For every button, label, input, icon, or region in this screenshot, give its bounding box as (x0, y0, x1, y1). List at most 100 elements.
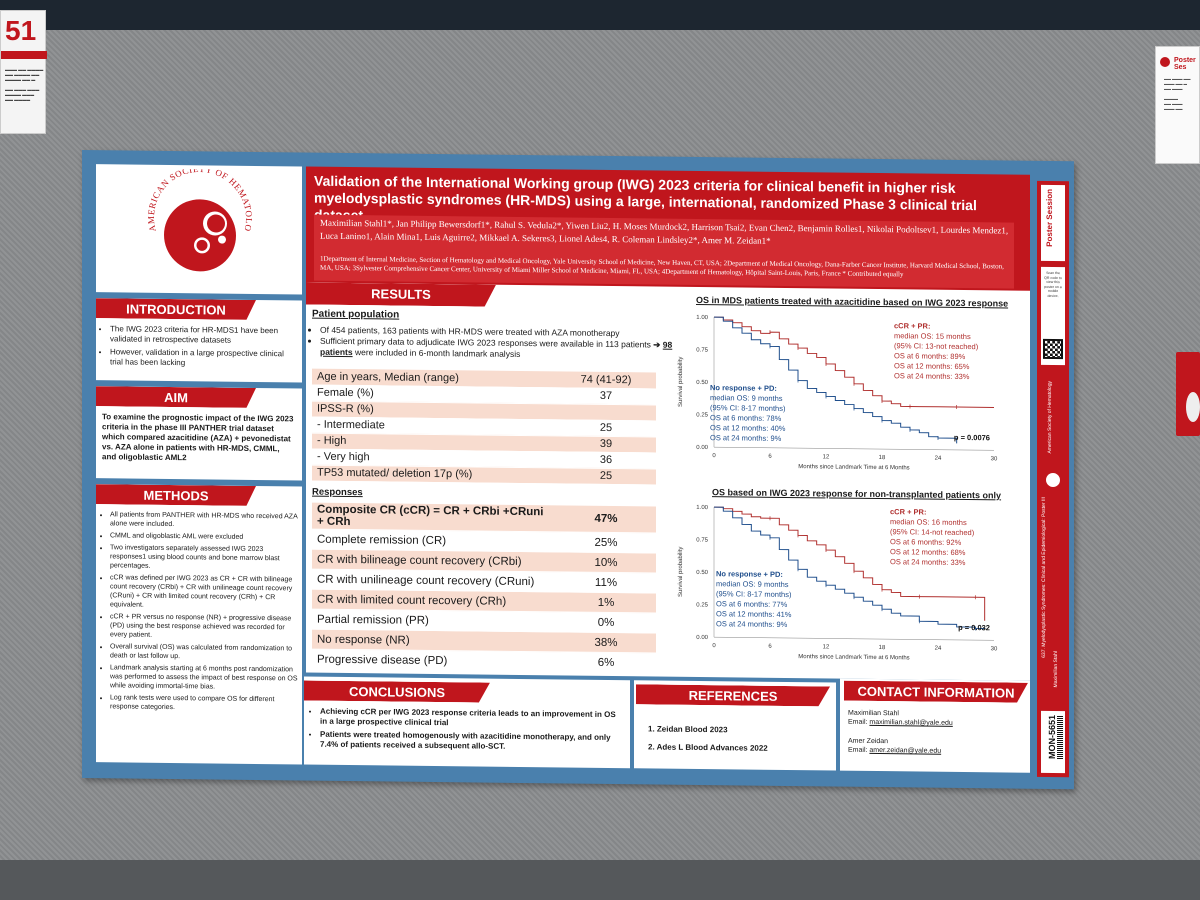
population-row: TP53 mutated/ deletion 17p (%) 25 (312, 464, 656, 485)
response-value: 0% (556, 611, 656, 634)
x-axis (714, 636, 994, 641)
qr-caption: Scan the QR code to view this poster on … (1044, 270, 1062, 298)
population-value: 74 (41-92) (556, 371, 656, 389)
x-tick-label: 6 (768, 454, 772, 460)
response-value: 38% (556, 631, 656, 654)
response-label: No response (NR) (312, 629, 556, 652)
population-bullet: Sufficient primary data to adjudicate IW… (320, 336, 680, 362)
x-tick-label: 30 (991, 456, 998, 462)
response-value: 11% (556, 571, 656, 594)
y-tick-label: 0.25 (696, 602, 708, 608)
responses-table: Composite CR (cCR) = CR + CRbi +CRuni + … (312, 502, 656, 674)
y-tick-label: 0.75 (696, 537, 708, 543)
contact-panel: CONTACT INFORMATION Maximilian Stahl Ema… (840, 678, 1030, 773)
km-chart-1: 0 6 12 18 24 30 0.00 0.25 0.50 0.75 1.00 Months sin… (678, 315, 998, 471)
ash-logo: AMERICAN SOCIETY OF HEMATOLOGY (142, 169, 254, 272)
results-panel: RESULTS Patient population Of 454 patien… (306, 282, 1030, 681)
km-curve (714, 316, 958, 444)
chart1-red-annotation: cCR + PR: median OS: 15 months (95% CI: 13… (894, 321, 978, 382)
population-value (556, 403, 656, 421)
introduction-panel: INTRODUCTION The IWG 2023 criteria for H… (96, 298, 302, 383)
methods-item: cCR was defined per IWG 2023 as CR + CR … (110, 573, 298, 611)
session-card-fineprint: ▬▬ ▬▬▬ ▬▬ ▬▬▬ ▬▬ ▬ ▬▬ ▬▬▬ ▬▬▬▬ ▬▬ ▬▬▬ ▬▬▬ ▬▬ (1164, 77, 1191, 111)
methods-item: cCR + PR versus no response (NR) + progr… (110, 612, 298, 641)
annotation-line: OS at 24 months: 9% (716, 619, 788, 630)
chart1-title: OS in MDS patients treated with azacitid… (696, 294, 1009, 309)
aim-panel: AIM To examine the prognostic impact of … (96, 386, 302, 481)
population-value: 36 (556, 451, 656, 469)
methods-item: Overall survival (OS) was calculated fro… (110, 642, 298, 662)
chart2-blue-annotation: No response + PD: median OS: 9 months (95%… (716, 569, 791, 630)
introduction-header: INTRODUCTION (96, 298, 256, 320)
response-label: Progressive disease (PD) (312, 649, 556, 672)
population-value: 39 (556, 435, 656, 453)
population-value: 25 (556, 467, 656, 485)
conclusions-panel: CONCLUSIONS Achieving cCR per IWG 2023 r… (304, 676, 630, 769)
strip-session: 637. Myelodysplastic Syndromes: Clinical… (1041, 496, 1047, 658)
response-label: Composite CR (cCR) = CR + CRbi +CRuni + … (312, 502, 556, 532)
poster-id-box: MON-5651 (1041, 710, 1065, 774)
strip-presenter: Maximilian Stahl (1053, 651, 1059, 688)
km-curve (714, 506, 985, 630)
y-tick-label: 1.00 (696, 505, 708, 511)
neighbor-tag-fineprint: ▬▬▬ ▬▬ ▬▬▬▬ ▬▬ ▬▬▬▬ ▬▬ ▬▬▬▬ ▬▬ ▬ ▬▬ ▬▬▬ ▬▬▬… (5, 67, 44, 102)
response-label: CR with unilineage count recovery (CRuni… (312, 569, 556, 592)
x-axis-label: Months since Landmark Time at 6 Months (798, 464, 909, 471)
y-tick-label: 0.00 (696, 445, 708, 451)
barcode-icon (1057, 715, 1063, 760)
contact-email-label-1: Email: (848, 718, 868, 726)
population-table: Age in years, Median (range) 74 (41-92) Fe… (312, 368, 656, 485)
y-tick-label: 0.50 (696, 570, 708, 576)
response-value: 10% (556, 551, 656, 574)
population-title: Patient population (312, 308, 400, 321)
strip-society: American Society of Hematology (1047, 380, 1053, 454)
x-axis (714, 446, 994, 451)
x-tick-label: 0 (712, 643, 716, 649)
session-card-title: Poster Ses (1174, 57, 1196, 71)
conclusions-list: Achieving cCR per IWG 2023 response crit… (310, 707, 624, 757)
population-value: 25 (556, 419, 656, 437)
x-tick-label: 12 (823, 644, 830, 650)
strip-logo-box: Poster Session (1041, 184, 1065, 262)
chart1-blue-annotation: No response + PD: median OS: 9 months (95%… (710, 383, 785, 444)
response-label: Complete remission (CR) (312, 529, 556, 552)
y-tick-label: 0.50 (696, 380, 708, 386)
chart2-red-annotation: cCR + PR: median OS: 16 months (95% CI: 14… (890, 507, 974, 568)
qr-box: Scan the QR code to view this poster on … (1041, 266, 1065, 366)
qr-code-icon[interactable] (1043, 338, 1063, 360)
x-tick-label: 18 (879, 455, 886, 461)
contact-email-2[interactable]: amer.zeidan@yale.edu (869, 746, 942, 755)
annotation-line: OS at 24 months: 9% (710, 433, 782, 443)
y-tick-label: 0.00 (696, 635, 708, 641)
y-axis-label: Survival probability (678, 357, 684, 407)
references-header: REFERENCES (636, 684, 830, 706)
neighbor-poster-tag: 51 ▬▬▬ ▬▬ ▬▬▬▬ ▬▬ ▬▬▬▬ ▬▬ ▬▬▬▬ ▬▬ ▬ ▬▬ ▬▬▬ … (0, 10, 47, 134)
annotation-line: OS at 24 months: 33% (890, 557, 966, 568)
x-tick-label: 0 (712, 453, 716, 459)
methods-panel: METHODS All patients from PANTHER with H… (96, 484, 302, 765)
contact-email-1[interactable]: maximilian.stahl@yale.edu (869, 718, 953, 727)
contact-email-row-1: Email: maximilian.stahl@yale.edu (848, 718, 953, 728)
y-tick-label: 1.00 (696, 315, 708, 321)
title-banner: Validation of the International Working … (306, 166, 1030, 293)
references-list: 1. Zeidan Blood 2023 2. Ades L Blood Adv… (648, 720, 768, 757)
references-panel: REFERENCES 1. Zeidan Blood 2023 2. Ades … (634, 680, 836, 771)
floor (0, 860, 1200, 900)
ceiling (0, 0, 1200, 30)
introduction-list: The IWG 2023 criteria for HR-MDS1 have b… (100, 324, 296, 372)
population-label: TP53 mutated/ deletion 17p (%) (312, 464, 556, 484)
x-tick-label: 12 (823, 454, 830, 460)
methods-list: All patients from PANTHER with HR-MDS wh… (100, 510, 298, 716)
neighbor-poster-number: 51 (5, 15, 37, 46)
methods-item: Two investigators separately assessed IW… (110, 543, 298, 572)
response-value: 1% (556, 591, 656, 614)
methods-item: Log rank tests were used to compare OS f… (110, 693, 298, 713)
x-tick-label: 18 (879, 645, 886, 651)
authors: Maximilian Stahl1*, Jan Philipp Bewersdo… (320, 217, 1009, 246)
response-label: CR with bilineage count recovery (CRbi) (312, 549, 556, 572)
p-value: p = 0.0076 (954, 433, 990, 442)
poster-id: MON-5651 (1047, 714, 1057, 760)
session-card: Poster Ses ▬▬ ▬▬▬ ▬▬ ▬▬▬ ▬▬ ▬ ▬▬ ▬▬▬ ▬▬▬▬ ▬▬… (1155, 46, 1200, 164)
conclusions-header: CONCLUSIONS (304, 681, 490, 703)
strip-logo-text: Poster Session (1045, 188, 1054, 247)
